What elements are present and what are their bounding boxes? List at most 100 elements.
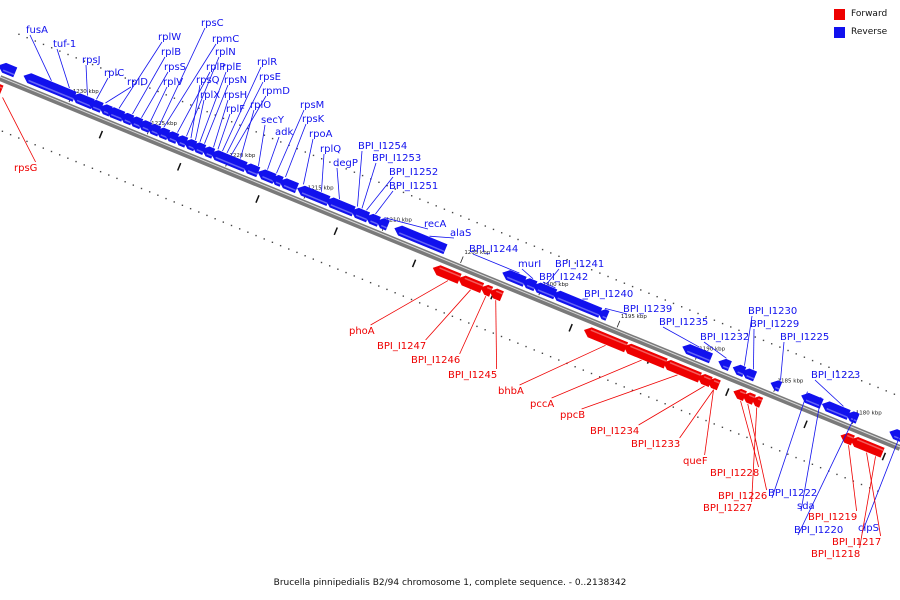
tick-label: 1210 kbp (386, 218, 412, 224)
guide-dot (541, 352, 544, 355)
guide-dot (680, 306, 683, 308)
forward-leader (495, 300, 497, 370)
reverse-gene-shade (28, 79, 74, 100)
guide-dot (688, 413, 691, 415)
guide-dot (75, 57, 77, 59)
forward-gene (0, 84, 4, 95)
guide-dot (713, 319, 716, 321)
reverse-gene-shade (133, 123, 141, 128)
reverse-leader (303, 138, 314, 185)
forward-gene-label: bhbA (498, 386, 524, 397)
guide-dot (836, 369, 838, 372)
forward-gene-label: BPI_I1227 (703, 503, 752, 514)
guide-dot (271, 137, 274, 140)
forward-gene-shade (739, 390, 746, 395)
forward-gene (707, 378, 721, 391)
reverse-gene-label: rplE (222, 62, 242, 73)
guide-dot (730, 326, 732, 328)
guide-dot (173, 201, 175, 203)
guide-dot (312, 154, 315, 157)
reverse-leader (222, 66, 262, 152)
guide-dot (623, 282, 626, 284)
guide-dot (574, 366, 576, 368)
reverse-gene-label: rplR (257, 57, 277, 68)
guide-dot (656, 399, 658, 402)
reverse-leader (199, 71, 227, 142)
guide-dot (263, 238, 265, 240)
guide-dot (893, 393, 896, 395)
reverse-gene-shade (2, 69, 15, 76)
reverse-gene-shade (196, 148, 204, 153)
reverse-gene-label: BPI_I1239 (623, 304, 672, 315)
minor-tick (568, 323, 573, 332)
reverse-gene-label: rpmC (212, 34, 239, 45)
forward-gene-shade (713, 380, 720, 384)
guide-dot (664, 403, 666, 405)
reverse-leader (217, 113, 231, 150)
forward-gene-label: BPI_I1245 (448, 370, 497, 381)
forward-leader (848, 445, 857, 512)
forward-leader (740, 400, 759, 468)
guide-dot (100, 67, 102, 69)
forward-leader (704, 389, 714, 456)
forward-leader (459, 295, 487, 355)
tick-label: 1185 kbp (778, 379, 804, 385)
reverse-gene-shade (160, 134, 168, 139)
guide-dot (476, 325, 478, 328)
guide-dot (116, 177, 118, 180)
reverse-gene-shade (686, 350, 711, 362)
guide-dot (460, 215, 462, 217)
reverse-gene-label: BPI_I1254 (358, 141, 407, 152)
guide-dot (427, 201, 429, 204)
guide-dot (173, 97, 176, 99)
guide-dot (181, 204, 184, 207)
reverse-gene-shade (506, 276, 524, 285)
guide-dot (230, 121, 233, 123)
forward-gene-shade (590, 329, 628, 346)
guide-dot (34, 40, 37, 42)
reverse-gene-label: rplP (206, 62, 225, 73)
reverse-leader (150, 86, 168, 122)
minor-tick (725, 388, 730, 397)
reverse-leader (177, 71, 211, 133)
reverse-leader (258, 124, 266, 166)
guide-dot (9, 133, 12, 136)
guide-dot (18, 33, 20, 36)
forward-leader (425, 289, 471, 341)
guide-dot (255, 234, 257, 237)
forward-leader (747, 403, 767, 491)
reverse-gene-shade (526, 284, 535, 290)
reverse-gene (718, 358, 732, 372)
reverse-gene-shade (247, 170, 258, 176)
forward-gene-label: queF (683, 456, 708, 467)
reverse-gene-label: rplD (127, 77, 148, 88)
reverse-gene-label: rplV (163, 77, 183, 88)
reverse-gene (394, 225, 448, 255)
guide-dot (132, 80, 135, 83)
guide-dot (762, 443, 765, 445)
guide-dot (492, 332, 495, 334)
reverse-leader (163, 43, 217, 128)
reverse-gene-label: rplW (158, 32, 181, 43)
reverse-gene-label: alaS (450, 228, 471, 239)
reverse-gene-shade (179, 141, 186, 146)
forward-leader (370, 280, 449, 326)
guide-dot (361, 174, 364, 177)
guide-dot (705, 316, 707, 318)
forward-gene-label: BPI_I1217 (832, 537, 881, 548)
reverse-leader (861, 434, 900, 534)
guide-dot (599, 272, 601, 274)
reverse-gene-label: rpsS (164, 62, 186, 73)
guide-dot (819, 466, 822, 469)
forward-gene-label: BPI_I1219 (808, 512, 857, 523)
guide-dot (640, 289, 642, 291)
reverse-leader (521, 268, 534, 280)
reverse-gene-label: BPI_I1223 (811, 370, 860, 381)
minor-tick (881, 452, 887, 461)
legend-forward: Forward (834, 8, 900, 24)
guide-dot (803, 460, 805, 462)
guide-dot (558, 255, 560, 258)
guide-dot (402, 295, 405, 297)
backbone-highlight (0, 76, 900, 448)
guide-dot (402, 191, 405, 194)
